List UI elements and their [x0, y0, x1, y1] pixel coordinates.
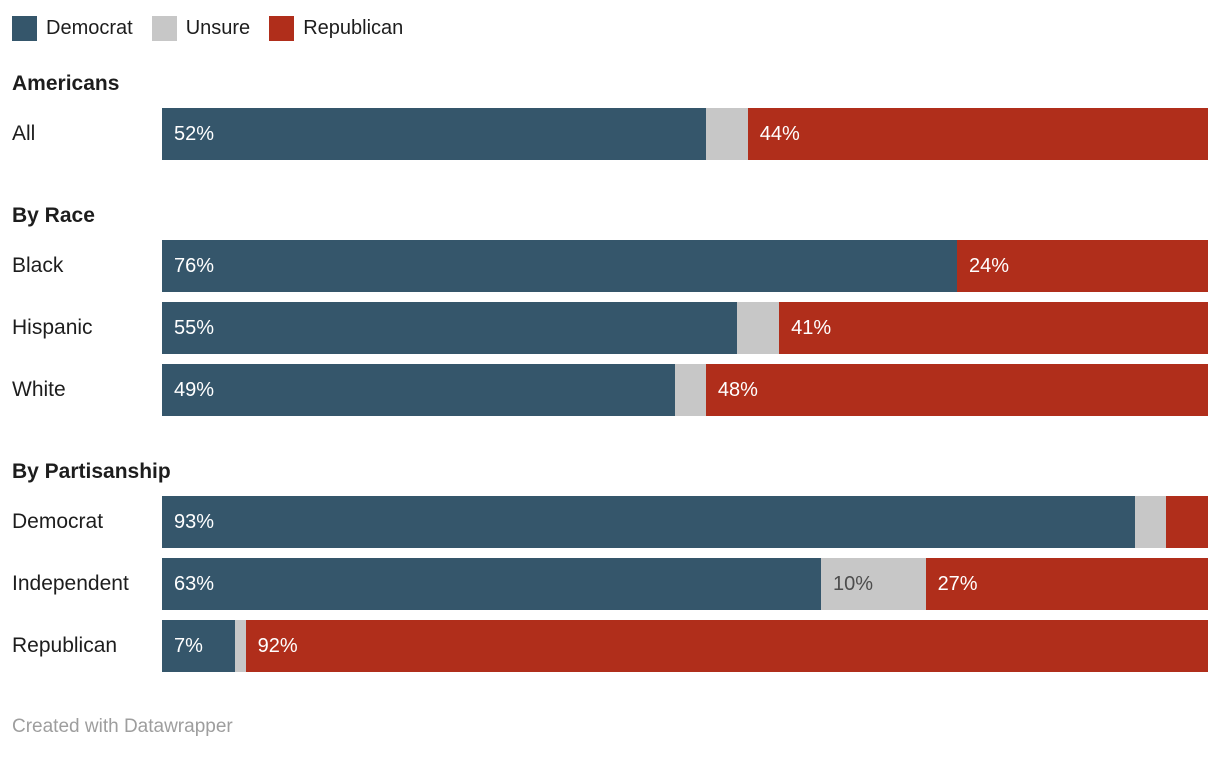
legend-item-republican: Republican	[269, 16, 403, 41]
segment-republican: 27%	[925, 558, 1208, 610]
segment-unsure	[674, 364, 706, 416]
segment-democrat: 93%	[162, 496, 1135, 548]
row-label: Republican	[12, 634, 118, 657]
segment-value-label: 48%	[717, 378, 758, 401]
stacked-bar: 7% 92%	[162, 620, 1208, 672]
segment-value-label: 7%	[174, 634, 203, 657]
segment-unsure	[737, 302, 780, 354]
stacked-bar: 93%	[162, 496, 1208, 548]
segment-republican: 48%	[705, 364, 1208, 416]
bar-row-all: All 52% 44%	[12, 108, 1208, 160]
row-label: All	[12, 122, 36, 145]
segment-value-label: 63%	[174, 572, 215, 595]
bar-row-independent: Independent 63% 10% 27%	[12, 558, 1208, 610]
legend-label: Unsure	[185, 17, 251, 39]
stacked-bar: 63% 10% 27%	[162, 558, 1208, 610]
segment-value-label: 41%	[791, 316, 832, 339]
legend-item-unsure: Unsure	[151, 16, 251, 41]
legend-label: Republican	[303, 17, 404, 39]
row-label: Independent	[12, 572, 129, 595]
section-by-race: By Race Black 76% 24% Hispanic 55% 41% White 49%…	[12, 204, 1208, 416]
segment-value-label: 24%	[968, 254, 1009, 277]
segment-value-label: 10%	[832, 572, 873, 595]
segment-unsure	[705, 108, 748, 160]
legend-label: Democrat	[46, 17, 133, 39]
segment-republican: 24%	[956, 240, 1208, 292]
bar-row-republican: Republican 7% 92%	[12, 620, 1208, 672]
segment-unsure	[1134, 496, 1167, 548]
bar-row-black: Black 76% 24%	[12, 240, 1208, 292]
section-by-partisanship: By Partisanship Democrat 93% Independent 63%…	[12, 460, 1208, 672]
segment-value-label: 52%	[174, 122, 215, 145]
chart-body: Americans All 52% 44% By Race Black 76% 24% Hisp…	[12, 72, 1208, 672]
bar-row-hispanic: Hispanic 55% 41%	[12, 302, 1208, 354]
segment-democrat: 49%	[162, 364, 675, 416]
segment-democrat: 7%	[162, 620, 236, 672]
segment-value-label: 93%	[174, 510, 215, 533]
legend-swatch-republican	[269, 16, 295, 41]
segment-value-label: 55%	[174, 316, 215, 339]
segment-republican: 41%	[779, 302, 1208, 354]
section-title: By Partisanship	[12, 460, 171, 483]
segment-value-label: 44%	[759, 122, 800, 145]
segment-democrat: 55%	[162, 302, 738, 354]
section-title: Americans	[12, 72, 120, 95]
section-title: By Race	[12, 204, 95, 227]
segment-unsure: 10%	[820, 558, 926, 610]
stacked-bar: 49% 48%	[162, 364, 1208, 416]
row-label: Democrat	[12, 510, 104, 533]
segment-democrat: 63%	[162, 558, 821, 610]
bar-row-democrat: Democrat 93%	[12, 496, 1208, 548]
segment-value-label: 92%	[257, 634, 298, 657]
segment-value-label: 49%	[174, 378, 215, 401]
stacked-bar: 76% 24%	[162, 240, 1208, 292]
section-americans: Americans All 52% 44%	[12, 72, 1208, 160]
segment-unsure	[235, 620, 246, 672]
segment-republican: 44%	[747, 108, 1208, 160]
stacked-bar: 52% 44%	[162, 108, 1208, 160]
legend-swatch-democrat	[12, 16, 37, 41]
row-label: White	[12, 378, 66, 401]
segment-value-label: 27%	[937, 572, 978, 595]
row-label: Black	[12, 254, 64, 277]
segment-democrat: 76%	[162, 240, 957, 292]
segment-democrat: 52%	[162, 108, 706, 160]
legend-item-democrat: Democrat	[12, 16, 133, 41]
segment-republican: 92%	[245, 620, 1208, 672]
legend: Democrat Unsure Republican	[12, 16, 1208, 41]
legend-swatch-unsure	[151, 16, 177, 41]
stacked-bar: 55% 41%	[162, 302, 1208, 354]
segment-value-label: 76%	[174, 254, 215, 277]
segment-republican	[1166, 496, 1208, 548]
row-label: Hispanic	[12, 316, 93, 339]
bar-row-white: White 49% 48%	[12, 364, 1208, 416]
datawrapper-attribution-link[interactable]: Created with Datawrapper	[12, 716, 233, 737]
